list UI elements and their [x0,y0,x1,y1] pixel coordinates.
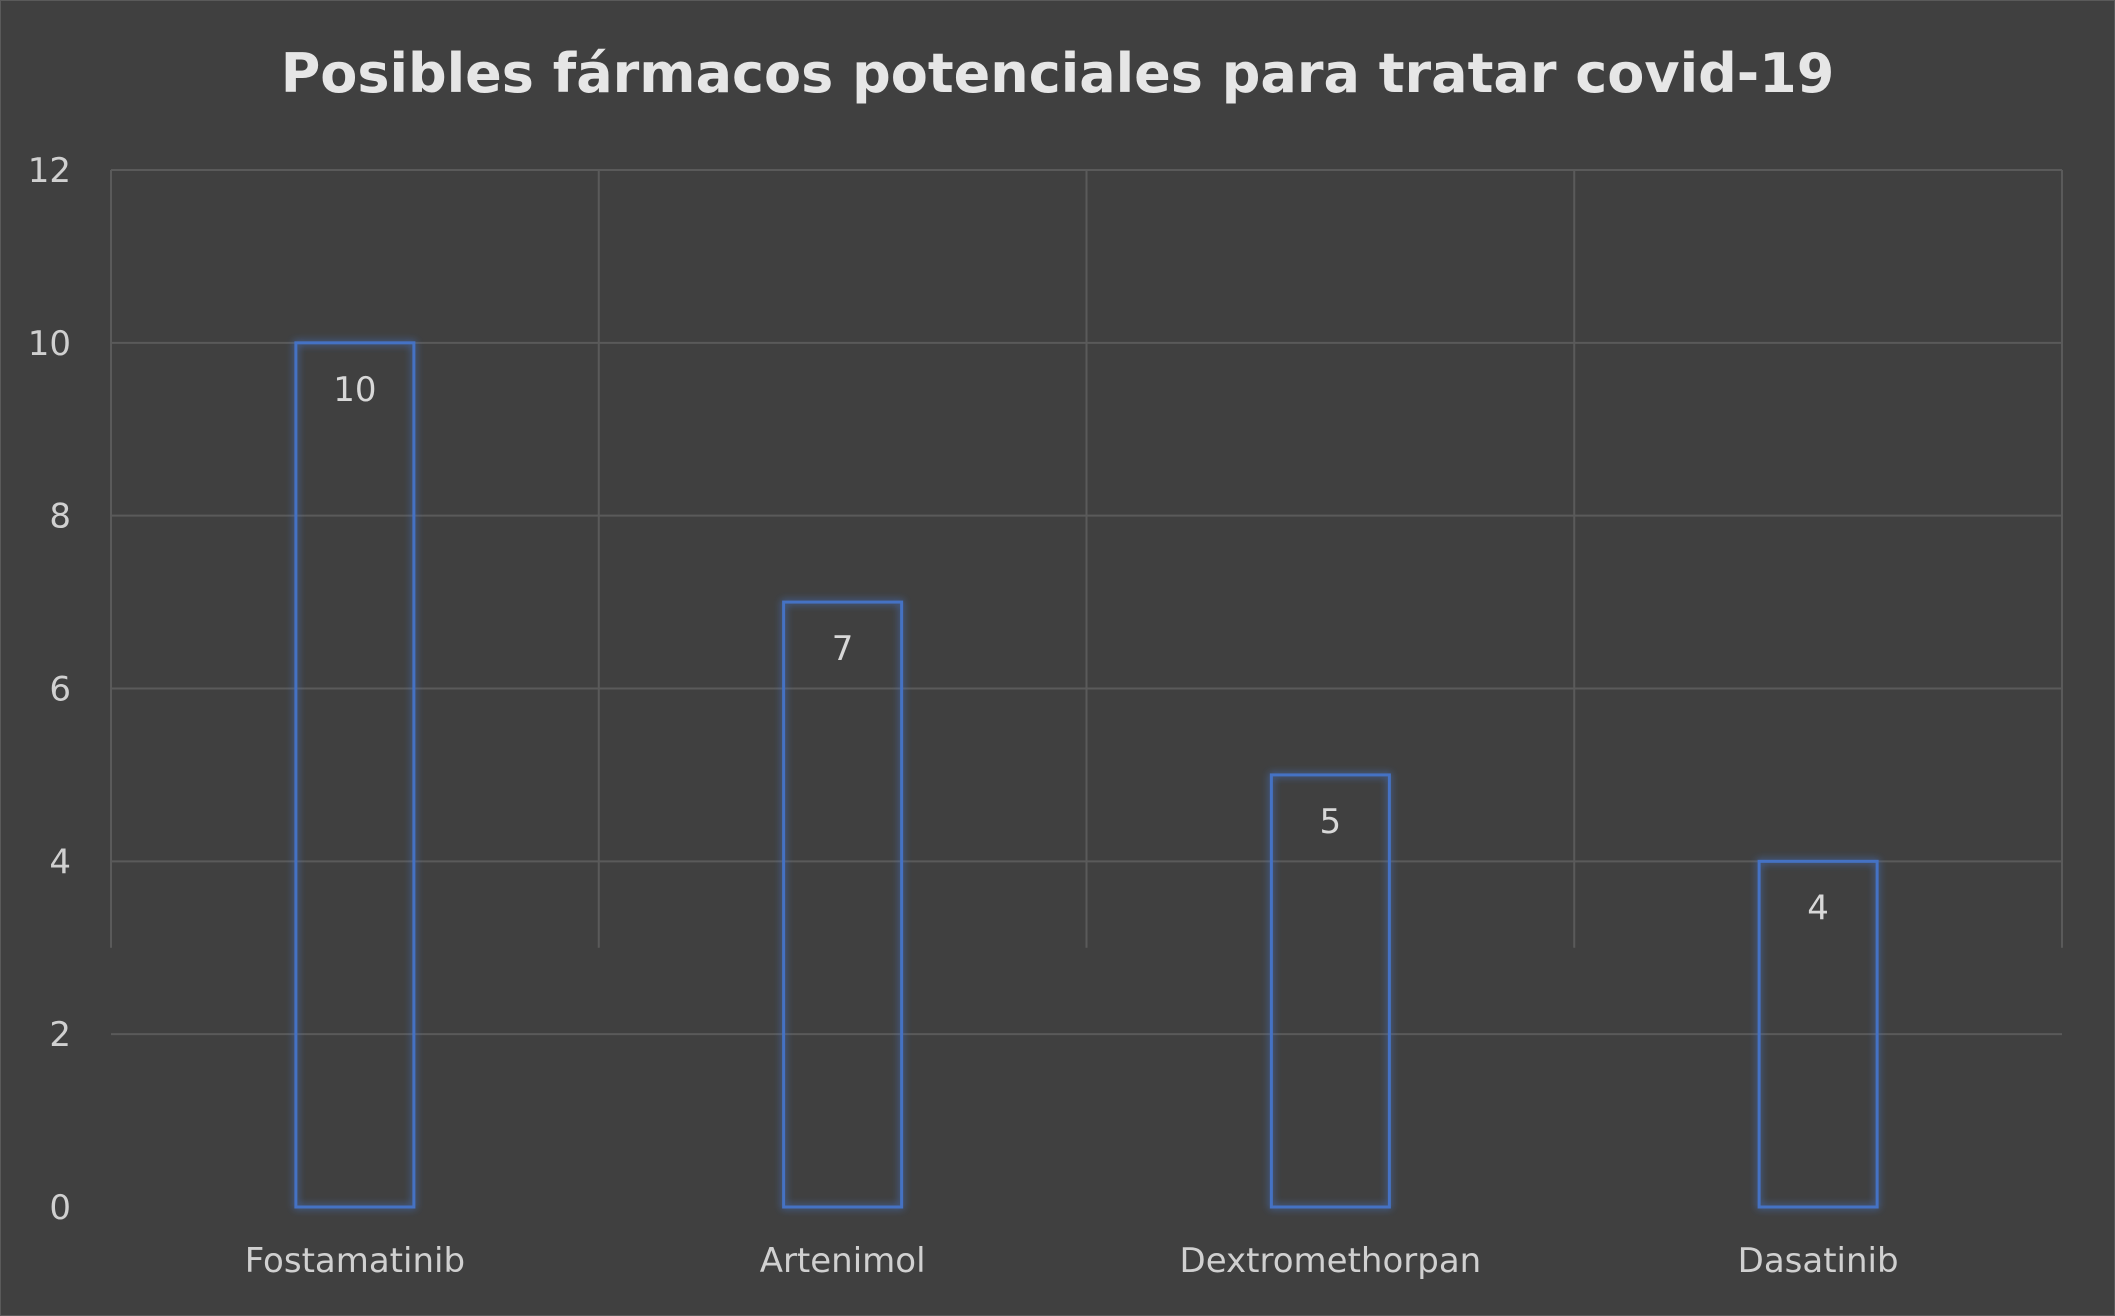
category-label-dextromethorpan: Dextromethorpan [1180,1241,1482,1281]
bar-fostamatinib [294,341,416,1209]
y-tick-label: 8 [49,497,71,537]
category-label-artenimol: Artenimol [760,1241,926,1281]
category-label-fostamatinib: Fostamatinib [245,1241,465,1281]
grid-lines [110,169,2063,1036]
bars: 10 7 5 4 [294,341,1879,1209]
data-label-artenimol: 7 [832,629,854,669]
bar-dextromethorpan [1269,773,1391,1209]
chart-title: Posibles fármacos potenciales para trata… [280,42,1835,105]
y-tick-label: 12 [28,151,71,191]
y-tick-label: 10 [28,324,71,364]
bar-dasatinib [1757,859,1879,1209]
category-label-dasatinib: Dasatinib [1738,1241,1899,1281]
y-tick-label: 2 [49,1015,71,1055]
data-label-fostamatinib: 10 [333,370,376,410]
y-tick-label: 4 [49,842,71,882]
bar-artenimol [782,600,904,1209]
data-label-dextromethorpan: 5 [1320,802,1342,842]
y-axis-tick-labels: 0 2 4 6 8 10 12 [28,151,71,1228]
data-label-dasatinib: 4 [1807,888,1829,928]
y-tick-label: 0 [49,1188,71,1228]
x-axis-category-labels: Fostamatinib Artenimol Dextromethorpan Dasa… [245,1241,1899,1281]
y-tick-label: 6 [49,670,71,710]
